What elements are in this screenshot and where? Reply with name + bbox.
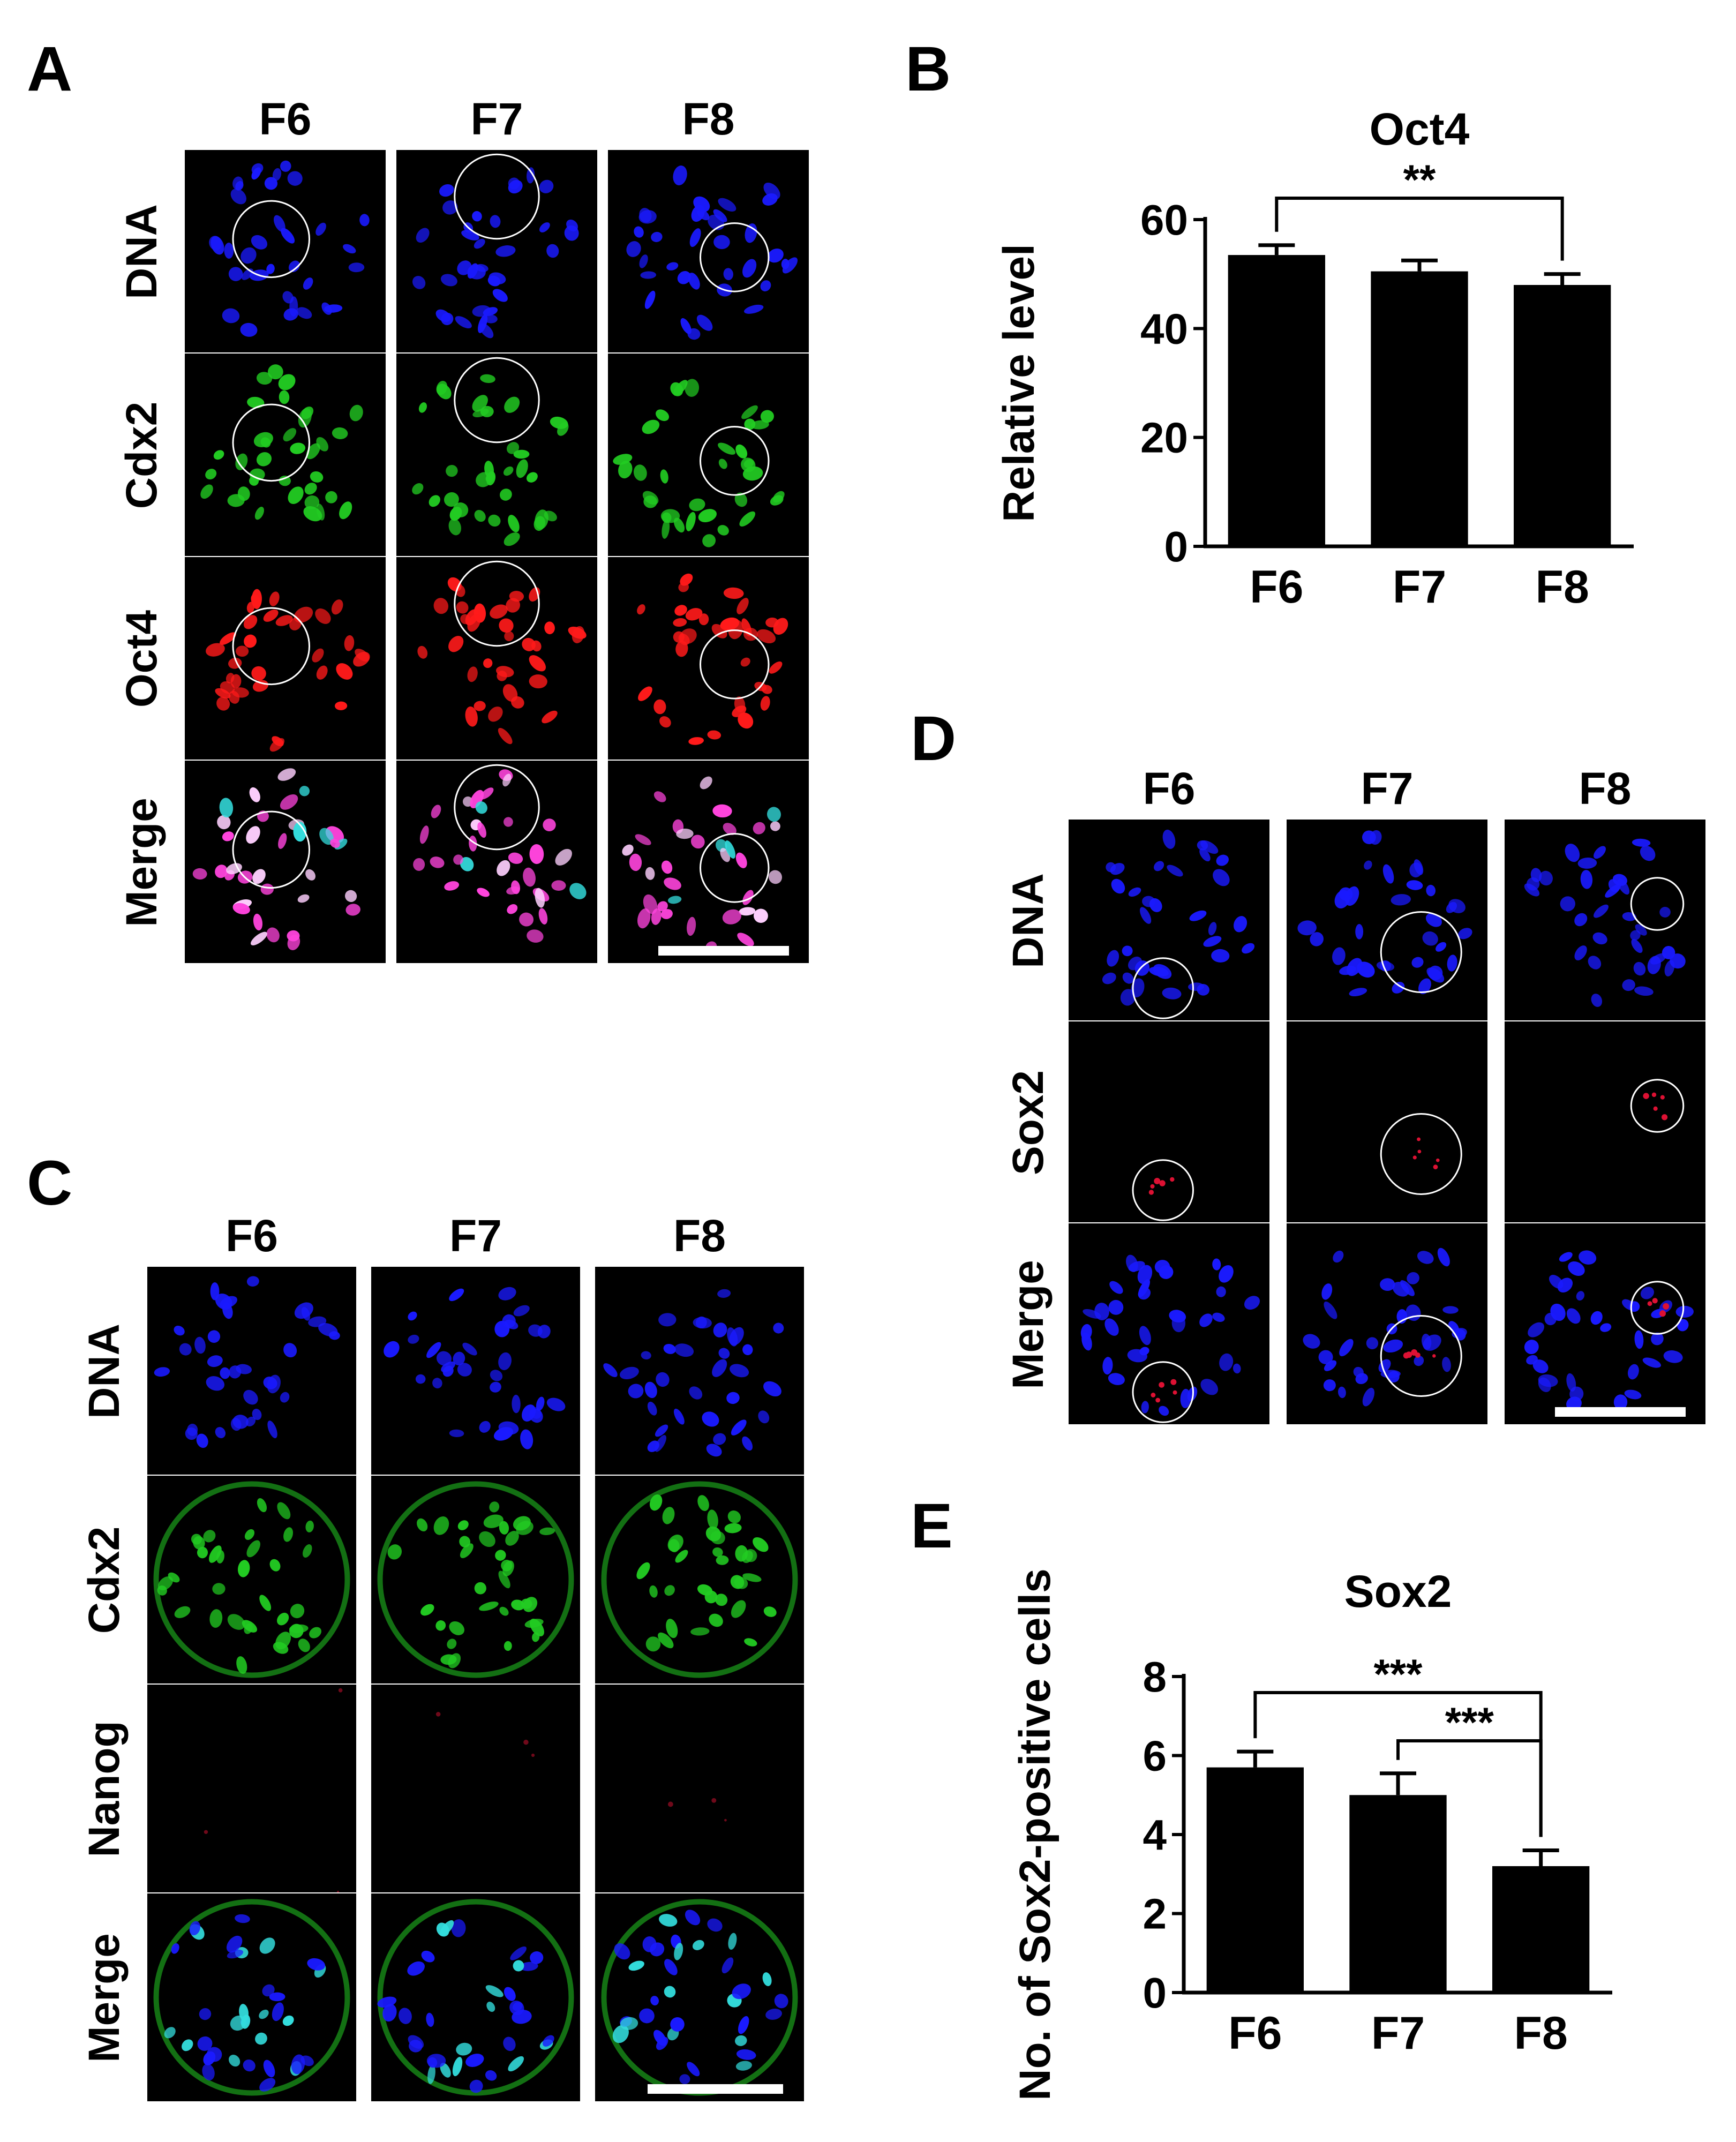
panel-c-micrograph-r2-c2 xyxy=(595,1685,804,1892)
sox2-bar-chart: Sox2 No. of Sox2-positive cells 0 2 4 6 8 F6 F7 F… xyxy=(1011,1566,1612,2101)
panel-c-micrograph-r3-c0 xyxy=(147,1893,356,2101)
panel-c-row-label-2: Nanog xyxy=(80,1720,129,1858)
panel-d-micrograph-r0-c1 xyxy=(1287,820,1487,1020)
chart-0-significance-label-0: ** xyxy=(1403,156,1436,203)
chart-0-x-tick-label-2: F8 xyxy=(1535,561,1589,613)
chart-0-y-tick-label-2: 40 xyxy=(1140,305,1188,352)
panel-d-micrograph-r2-c0 xyxy=(1069,1223,1269,1424)
panel-c-micrograph-r2-c0 xyxy=(147,1685,356,1892)
panel-letter-d: D xyxy=(911,703,957,774)
panel-a-col-label-2: F8 xyxy=(682,94,735,144)
chart-1-y-tick-label-2: 4 xyxy=(1143,1811,1167,1859)
panel-d-micrograph-r2-c2 xyxy=(1505,1223,1705,1424)
chart-1-y-tick-label-0: 0 xyxy=(1143,1969,1167,2017)
chart-0-bar-2 xyxy=(1514,285,1611,546)
panel-d-row-label-0: DNA xyxy=(1004,873,1053,968)
chart-0-y-tick-label-1: 20 xyxy=(1140,414,1188,462)
panel-c-row-label-1: Cdx2 xyxy=(80,1526,129,1634)
panel-c-micrograph-r0-c1 xyxy=(371,1267,580,1475)
panel-a-micrograph-r3-c1 xyxy=(396,761,597,963)
panel-c-micrograph-r3-c1 xyxy=(371,1893,580,2101)
chart-1-x-tick-label-1: F7 xyxy=(1371,2008,1425,2059)
panel-c-col-label-2: F8 xyxy=(673,1211,726,1261)
chart-1-significance-bracket-1 xyxy=(1396,1739,1543,1837)
panel-c-micrograph-r0-c2 xyxy=(595,1267,804,1475)
panel-d-micrograph-r1-c1 xyxy=(1287,1021,1487,1222)
chart-1-y-tick-label-4: 8 xyxy=(1143,1653,1167,1701)
panel-d-col-label-0: F6 xyxy=(1143,763,1196,814)
panel-c-micrograph-r2-c1 xyxy=(371,1685,580,1892)
panel-a-micrograph-r2-c2 xyxy=(608,557,809,760)
panel-a-micrograph-r1-c2 xyxy=(608,354,809,556)
panel-d-micrograph-r1-c0 xyxy=(1069,1021,1269,1222)
panel-d-micrograph-r2-c1 xyxy=(1287,1223,1487,1424)
panel-d-col-label-2: F8 xyxy=(1579,763,1632,814)
panel-c-micrograph-r1-c0 xyxy=(147,1476,356,1683)
chart-1-x-tick-label-2: F8 xyxy=(1514,2008,1567,2059)
chart-1-significance-label-0: *** xyxy=(1373,1650,1423,1697)
chart-0-y-axis-label: Relative level xyxy=(995,244,1043,522)
chart-0-bar-1 xyxy=(1371,271,1468,546)
panel-a-col-label-1: F7 xyxy=(470,94,523,144)
panel-a-micrograph-r2-c0 xyxy=(185,557,386,760)
panel-letter-c: C xyxy=(27,1148,73,1219)
panel-a-micrograph-r3-c0 xyxy=(185,761,386,963)
chart-1-x-tick-label-0: F6 xyxy=(1228,2008,1282,2059)
panel-a-micrograph-r1-c0 xyxy=(185,354,386,556)
panel-d-col-label-1: F7 xyxy=(1361,763,1414,814)
chart-1-title: Sox2 xyxy=(1344,1566,1452,1617)
panel-d-scale-bar xyxy=(1554,1407,1686,1417)
chart-1-bar-2 xyxy=(1492,1866,1590,1993)
panel-c-micrograph-r3-c2 xyxy=(595,1893,804,2101)
panel-d-row-label-2: Merge xyxy=(1004,1259,1053,1389)
chart-0-significance-bracket-0 xyxy=(1275,197,1564,261)
chart-1-significance-label-1: *** xyxy=(1445,1698,1494,1746)
panel-a-row-label-3: Merge xyxy=(117,798,166,927)
panel-c-micrograph-r0-c0 xyxy=(147,1267,356,1475)
panel-c-row-label-0: DNA xyxy=(80,1324,129,1419)
panel-a-scale-bar xyxy=(658,946,789,956)
chart-1-y-tick-label-3: 6 xyxy=(1143,1732,1167,1780)
panel-d-row-label-1: Sox2 xyxy=(1004,1070,1053,1175)
chart-0-bar-0 xyxy=(1228,255,1325,546)
panel-c-micrograph-r1-c1 xyxy=(371,1476,580,1683)
panel-a-micrograph-r1-c1 xyxy=(396,354,597,556)
oct4-bar-chart: Oct4 Relative level 0 20 40 60 F6 F7 F8 ** xyxy=(995,104,1634,613)
panel-a-row-label-2: Oct4 xyxy=(117,610,166,708)
chart-0-title: Oct4 xyxy=(1370,104,1470,154)
chart-1-y-tick-label-1: 2 xyxy=(1143,1890,1167,1938)
panel-a-micrograph-r3-c2 xyxy=(608,761,809,963)
chart-0-x-tick-label-0: F6 xyxy=(1250,561,1303,613)
panel-c-micrograph-r1-c2 xyxy=(595,1476,804,1683)
chart-1-bar-1 xyxy=(1349,1795,1447,1993)
panel-a-col-label-0: F6 xyxy=(259,94,312,144)
panel-a-micrograph-r2-c1 xyxy=(396,557,597,760)
panel-a-micrograph-r0-c0 xyxy=(185,150,386,352)
chart-1-y-axis-label: No. of Sox2-positive cells xyxy=(1011,1568,1059,2100)
chart-0-x-tick-label-1: F7 xyxy=(1393,561,1446,613)
panel-c-col-label-0: F6 xyxy=(225,1211,279,1261)
chart-0-y-tick-label-0: 0 xyxy=(1164,523,1189,570)
panel-a-row-label-0: DNA xyxy=(117,204,166,299)
panel-d-micrograph-r1-c2 xyxy=(1505,1021,1705,1222)
panel-d-micrograph-r0-c0 xyxy=(1069,820,1269,1020)
panel-c-scale-bar xyxy=(647,2084,783,2094)
panel-letter-b: B xyxy=(905,34,951,104)
panel-a-micrograph-r0-c1 xyxy=(396,150,597,352)
chart-0-y-tick-label-3: 60 xyxy=(1140,196,1188,244)
panel-d-micrograph-r0-c2 xyxy=(1505,820,1705,1020)
panel-a-row-label-1: Cdx2 xyxy=(117,401,166,509)
panel-c-row-label-3: Merge xyxy=(80,1933,129,2063)
panel-c-col-label-1: F7 xyxy=(449,1211,502,1261)
chart-1-bar-0 xyxy=(1206,1767,1304,1993)
panel-letter-a: A xyxy=(27,34,73,104)
panel-a-micrograph-r0-c2 xyxy=(608,150,809,352)
panel-letter-e: E xyxy=(911,1491,953,1561)
